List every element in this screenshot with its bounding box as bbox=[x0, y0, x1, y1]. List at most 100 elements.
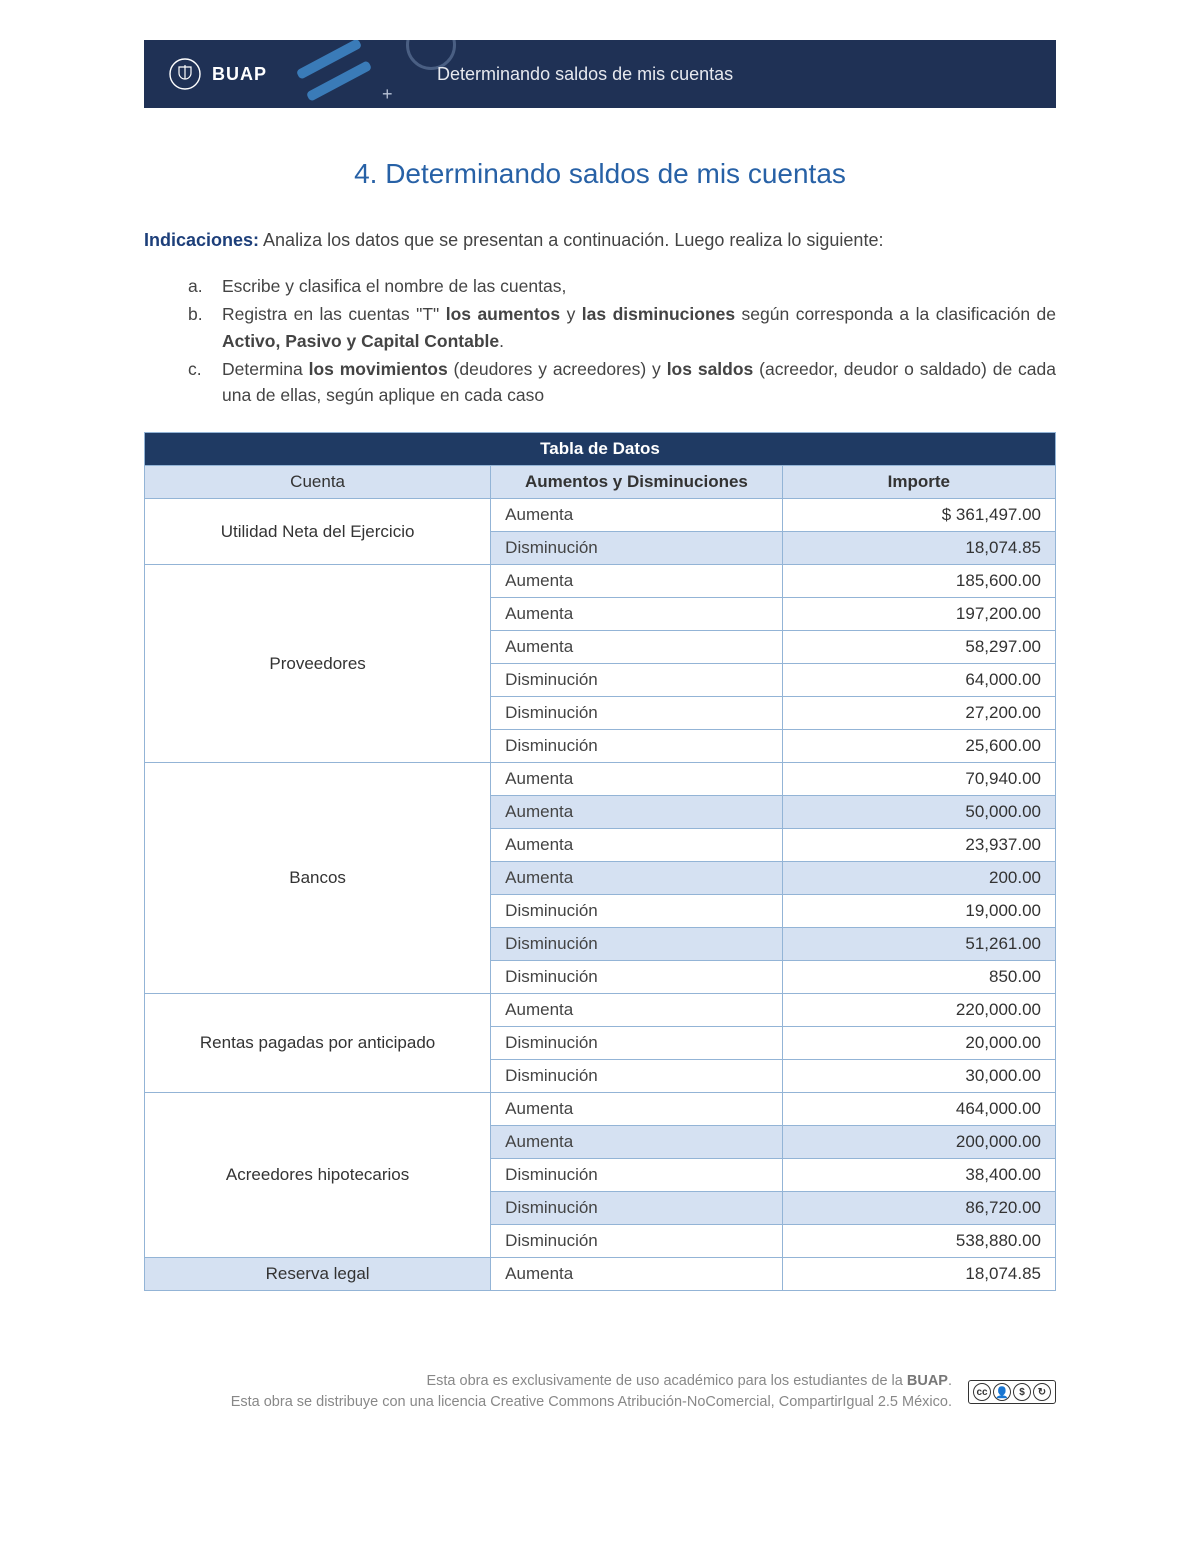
cc-badge: cc 👤 $ ↻ bbox=[968, 1380, 1056, 1404]
instruction-item: b. Registra en las cuentas "T" los aument… bbox=[188, 301, 1056, 354]
amount-cell: 185,600.00 bbox=[782, 565, 1055, 598]
header-banner: + BUAP Determinando saldos de mis cuenta… bbox=[144, 40, 1056, 108]
column-header: Importe bbox=[782, 466, 1055, 499]
amount-cell: 27,200.00 bbox=[782, 697, 1055, 730]
column-header: Aumentos y Disminuciones bbox=[491, 466, 783, 499]
table-row: ProveedoresAumenta185,600.00 bbox=[145, 565, 1056, 598]
list-marker: c. bbox=[188, 356, 202, 382]
amount-cell: 538,880.00 bbox=[782, 1225, 1055, 1258]
amount-cell: 200.00 bbox=[782, 862, 1055, 895]
movement-cell: Aumenta bbox=[491, 796, 783, 829]
shield-icon bbox=[168, 57, 202, 91]
sa-icon: ↻ bbox=[1033, 1383, 1051, 1401]
table-header-row: CuentaAumentos y DisminucionesImporte bbox=[145, 466, 1056, 499]
amount-cell: 58,297.00 bbox=[782, 631, 1055, 664]
amount-cell: 51,261.00 bbox=[782, 928, 1055, 961]
content: 4. Determinando saldos de mis cuentas In… bbox=[144, 108, 1056, 1291]
instruction-text: Registra en las cuentas "T" los aumentos… bbox=[222, 304, 1056, 350]
footer: Esta obra es exclusivamente de uso acadé… bbox=[144, 1371, 1056, 1413]
cc-icon: cc bbox=[973, 1383, 991, 1401]
account-cell: Rentas pagadas por anticipado bbox=[145, 994, 491, 1093]
amount-cell: 464,000.00 bbox=[782, 1093, 1055, 1126]
page: + BUAP Determinando saldos de mis cuenta… bbox=[0, 40, 1200, 1413]
amount-cell: 25,600.00 bbox=[782, 730, 1055, 763]
movement-cell: Disminución bbox=[491, 961, 783, 994]
movement-cell: Disminución bbox=[491, 1225, 783, 1258]
movement-cell: Disminución bbox=[491, 928, 783, 961]
table-title: Tabla de Datos bbox=[145, 433, 1056, 466]
movement-cell: Disminución bbox=[491, 1060, 783, 1093]
movement-cell: Disminución bbox=[491, 664, 783, 697]
account-cell: Proveedores bbox=[145, 565, 491, 763]
amount-cell: 70,940.00 bbox=[782, 763, 1055, 796]
movement-cell: Aumenta bbox=[491, 763, 783, 796]
page-title: 4. Determinando saldos de mis cuentas bbox=[144, 158, 1056, 190]
footer-line2: Esta obra se distribuye con una licencia… bbox=[231, 1394, 952, 1410]
brand-text: BUAP bbox=[212, 64, 267, 85]
account-cell: Bancos bbox=[145, 763, 491, 994]
list-marker: b. bbox=[188, 301, 203, 327]
amount-cell: 220,000.00 bbox=[782, 994, 1055, 1027]
banner-title: Determinando saldos de mis cuentas bbox=[437, 64, 733, 85]
by-icon: 👤 bbox=[993, 1383, 1011, 1401]
amount-cell: 200,000.00 bbox=[782, 1126, 1055, 1159]
amount-cell: 23,937.00 bbox=[782, 829, 1055, 862]
amount-cell: $ 361,497.00 bbox=[782, 499, 1055, 532]
table-row: Acreedores hipotecariosAumenta464,000.00 bbox=[145, 1093, 1056, 1126]
instruction-item: c. Determina los movimientos (deudores y … bbox=[188, 356, 1056, 409]
column-header: Cuenta bbox=[145, 466, 491, 499]
indicaciones-text: Analiza los datos que se presentan a con… bbox=[259, 230, 883, 250]
footer-line1-post: . bbox=[948, 1373, 952, 1389]
movement-cell: Aumenta bbox=[491, 499, 783, 532]
movement-cell: Disminución bbox=[491, 1159, 783, 1192]
account-cell: Acreedores hipotecarios bbox=[145, 1093, 491, 1258]
movement-cell: Aumenta bbox=[491, 565, 783, 598]
movement-cell: Disminución bbox=[491, 1027, 783, 1060]
list-marker: a. bbox=[188, 273, 203, 299]
amount-cell: 38,400.00 bbox=[782, 1159, 1055, 1192]
movement-cell: Aumenta bbox=[491, 862, 783, 895]
amount-cell: 64,000.00 bbox=[782, 664, 1055, 697]
amount-cell: 30,000.00 bbox=[782, 1060, 1055, 1093]
movement-cell: Disminución bbox=[491, 1192, 783, 1225]
amount-cell: 86,720.00 bbox=[782, 1192, 1055, 1225]
amount-cell: 850.00 bbox=[782, 961, 1055, 994]
amount-cell: 20,000.00 bbox=[782, 1027, 1055, 1060]
amount-cell: 18,074.85 bbox=[782, 532, 1055, 565]
account-cell: Utilidad Neta del Ejercicio bbox=[145, 499, 491, 565]
instructions-lead: Indicaciones: Analiza los datos que se p… bbox=[144, 230, 1056, 251]
footer-text: Esta obra es exclusivamente de uso acadé… bbox=[144, 1371, 952, 1413]
instructions-list: a. Escribe y clasifica el nombre de las c… bbox=[144, 273, 1056, 408]
footer-line1-bold: BUAP bbox=[907, 1373, 948, 1389]
nc-icon: $ bbox=[1013, 1383, 1031, 1401]
table-row: Reserva legalAumenta18,074.85 bbox=[145, 1258, 1056, 1291]
indicaciones-label: Indicaciones: bbox=[144, 230, 259, 250]
table-row: Rentas pagadas por anticipadoAumenta220,… bbox=[145, 994, 1056, 1027]
movement-cell: Disminución bbox=[491, 697, 783, 730]
movement-cell: Aumenta bbox=[491, 1093, 783, 1126]
amount-cell: 18,074.85 bbox=[782, 1258, 1055, 1291]
movement-cell: Disminución bbox=[491, 730, 783, 763]
movement-cell: Aumenta bbox=[491, 1258, 783, 1291]
movement-cell: Aumenta bbox=[491, 598, 783, 631]
plus-icon: + bbox=[382, 84, 393, 105]
instruction-text: Escribe y clasifica el nombre de las cue… bbox=[222, 276, 566, 296]
amount-cell: 19,000.00 bbox=[782, 895, 1055, 928]
table-row: BancosAumenta70,940.00 bbox=[145, 763, 1056, 796]
instruction-item: a. Escribe y clasifica el nombre de las c… bbox=[188, 273, 1056, 299]
brand-logo: BUAP bbox=[168, 57, 267, 91]
movement-cell: Aumenta bbox=[491, 631, 783, 664]
table-row: Utilidad Neta del EjercicioAumenta$ 361,… bbox=[145, 499, 1056, 532]
instruction-text: Determina los movimientos (deudores y ac… bbox=[222, 359, 1056, 405]
table-title-row: Tabla de Datos bbox=[145, 433, 1056, 466]
data-table: Tabla de DatosCuentaAumentos y Disminuci… bbox=[144, 432, 1056, 1291]
movement-cell: Aumenta bbox=[491, 994, 783, 1027]
footer-line1-pre: Esta obra es exclusivamente de uso acadé… bbox=[426, 1373, 906, 1389]
movement-cell: Disminución bbox=[491, 895, 783, 928]
account-cell: Reserva legal bbox=[145, 1258, 491, 1291]
amount-cell: 50,000.00 bbox=[782, 796, 1055, 829]
movement-cell: Disminución bbox=[491, 532, 783, 565]
movement-cell: Aumenta bbox=[491, 1126, 783, 1159]
amount-cell: 197,200.00 bbox=[782, 598, 1055, 631]
movement-cell: Aumenta bbox=[491, 829, 783, 862]
